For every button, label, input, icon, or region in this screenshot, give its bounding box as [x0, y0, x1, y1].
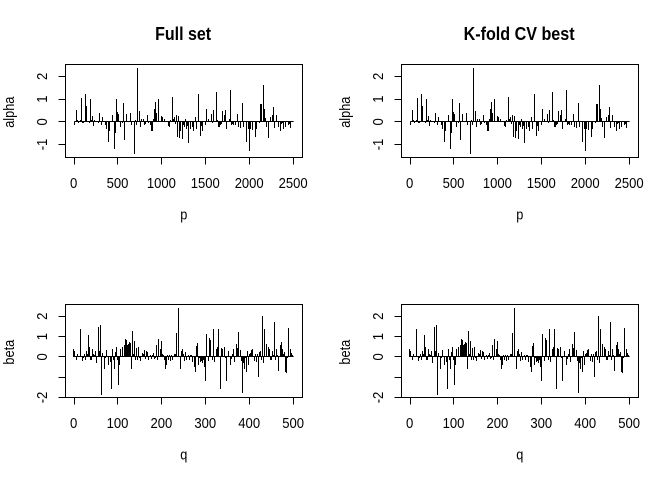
svg-text:1500: 1500 — [191, 176, 220, 192]
svg-text:300: 300 — [194, 416, 216, 432]
svg-text:400: 400 — [574, 416, 596, 432]
svg-text:K-fold CV best: K-fold CV best — [464, 23, 576, 44]
svg-text:0: 0 — [35, 353, 51, 360]
svg-text:1: 1 — [371, 95, 387, 102]
svg-text:0: 0 — [35, 118, 51, 125]
svg-text:0: 0 — [371, 118, 387, 125]
svg-text:q: q — [180, 447, 187, 463]
svg-text:100: 100 — [443, 416, 465, 432]
svg-text:-1: -1 — [35, 139, 51, 151]
svg-text:p: p — [180, 207, 187, 223]
svg-text:2: 2 — [35, 73, 51, 80]
svg-text:500: 500 — [618, 416, 640, 432]
svg-text:2000: 2000 — [571, 176, 600, 192]
svg-text:1: 1 — [371, 333, 387, 340]
svg-text:alpha: alpha — [2, 96, 18, 128]
svg-text:alpha: alpha — [338, 96, 354, 128]
svg-text:200: 200 — [487, 416, 509, 432]
svg-text:2: 2 — [371, 313, 387, 320]
svg-text:2500: 2500 — [615, 176, 644, 192]
svg-text:2: 2 — [371, 73, 387, 80]
svg-text:400: 400 — [238, 416, 260, 432]
svg-text:1: 1 — [35, 95, 51, 102]
svg-text:0: 0 — [70, 416, 77, 432]
svg-text:1: 1 — [35, 333, 51, 340]
svg-text:p: p — [516, 207, 523, 223]
svg-text:-2: -2 — [371, 392, 387, 404]
svg-text:Full set: Full set — [155, 23, 212, 44]
svg-text:0: 0 — [406, 176, 413, 192]
svg-text:2500: 2500 — [279, 176, 308, 192]
svg-text:1500: 1500 — [527, 176, 556, 192]
svg-text:q: q — [516, 447, 523, 463]
svg-text:500: 500 — [107, 176, 129, 192]
svg-text:100: 100 — [107, 416, 129, 432]
svg-text:beta: beta — [2, 339, 18, 365]
svg-text:0: 0 — [371, 353, 387, 360]
svg-text:2: 2 — [35, 313, 51, 320]
svg-text:-2: -2 — [35, 392, 51, 404]
svg-text:0: 0 — [70, 176, 77, 192]
svg-text:1000: 1000 — [483, 176, 512, 192]
svg-text:1000: 1000 — [147, 176, 176, 192]
svg-text:200: 200 — [151, 416, 173, 432]
svg-text:300: 300 — [530, 416, 552, 432]
svg-text:-1: -1 — [371, 139, 387, 151]
svg-text:500: 500 — [282, 416, 304, 432]
svg-text:2000: 2000 — [235, 176, 264, 192]
svg-text:0: 0 — [406, 416, 413, 432]
svg-text:500: 500 — [443, 176, 465, 192]
svg-text:beta: beta — [338, 339, 354, 365]
